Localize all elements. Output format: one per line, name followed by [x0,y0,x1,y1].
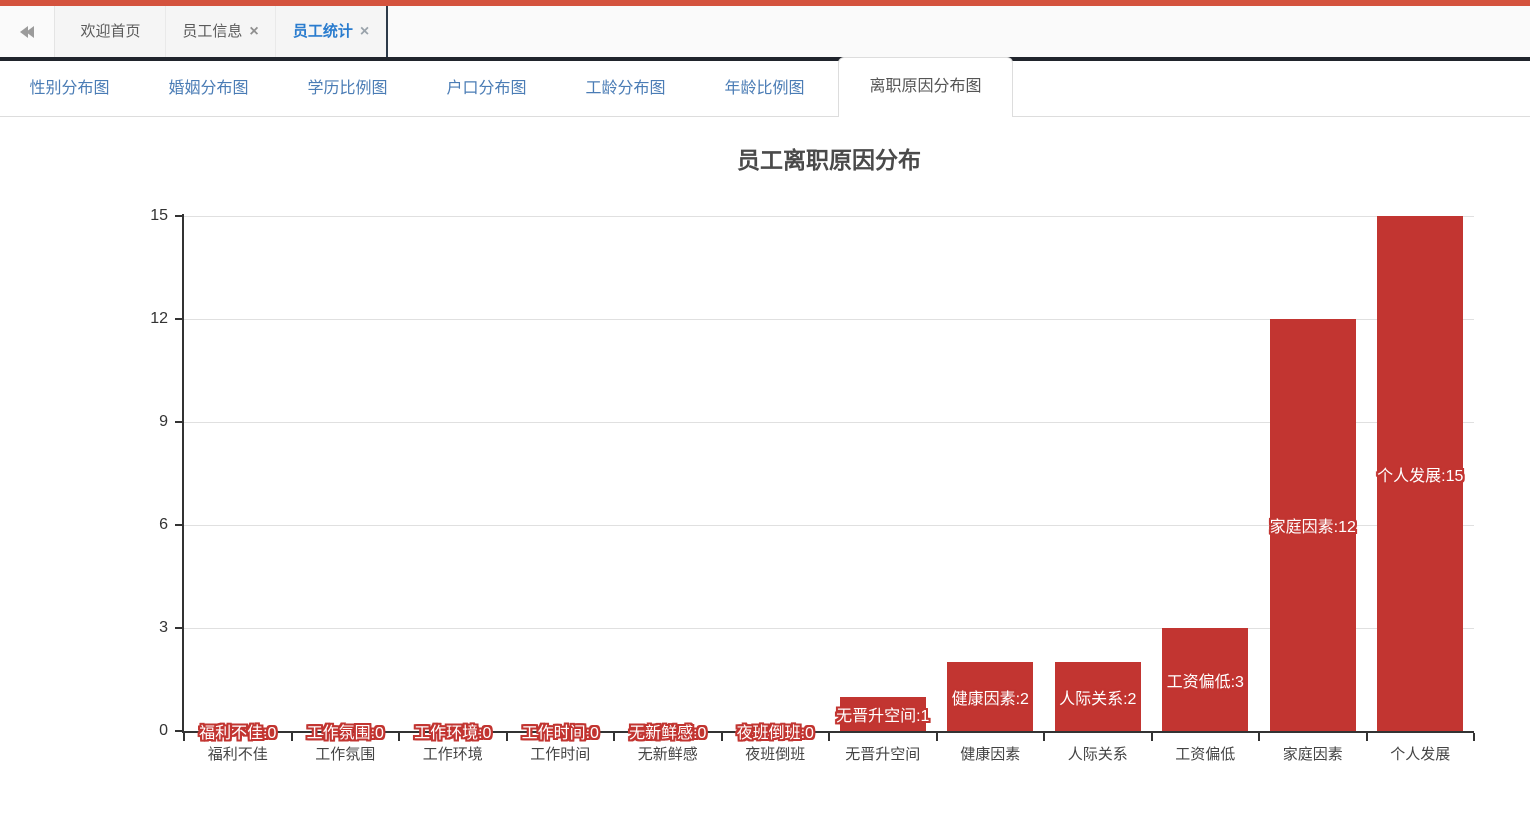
window-tab-1[interactable]: 欢迎首页 [56,6,166,57]
close-icon[interactable]: × [359,23,370,40]
x-category-label: 人际关系 [1067,746,1128,763]
bar-value-label: 个人发展:15 [1377,467,1464,485]
bar-value-label: 家庭因素:12 [1269,519,1356,536]
gridline [184,319,1474,320]
x-axis-tick [720,733,723,741]
y-axis-tick [175,421,184,423]
header-divider-line [0,57,1530,61]
x-category-label: 家庭因素 [1282,746,1343,763]
bar-value-label: 健康因素:2 [951,690,1029,708]
bar[interactable] [1269,319,1356,731]
x-axis-tick [828,733,830,741]
x-category-label: 无晋升空间 [845,746,921,763]
window-tab-3[interactable]: 员工统计 × [276,6,386,57]
bar-value-label: 人际关系:2 [1059,690,1137,708]
y-axis-tick [175,524,184,526]
close-icon[interactable]: × [249,23,259,40]
top-accent-bar [0,0,1530,6]
bar-value-label: 工作环境:0 [414,725,492,742]
y-axis-tick [175,730,184,732]
chart-tab[interactable]: 工龄分布图 [585,80,666,97]
bar-value-label: 福利不佳:0 [199,725,277,742]
x-axis-tick [1258,733,1260,741]
bar-value-label: 夜班倒班:0 [736,725,814,742]
x-axis-tick [1150,733,1153,741]
x-axis-tick [1473,733,1475,741]
x-axis-tick [1043,733,1045,741]
y-axis-tick [175,627,184,629]
x-category-label: 夜班倒班 [745,746,806,763]
chart-tab[interactable]: 离职原因分布图 [838,57,1013,117]
x-category-label: 工作氛围 [315,746,376,763]
bar-value-label: 无晋升空间:1 [836,707,930,725]
tab-strip-divider [386,6,388,57]
chart-title: 员工离职原因分布 [737,147,921,173]
x-axis-tick [613,733,615,741]
x-axis-tick [183,733,185,741]
x-category-label: 健康因素 [960,746,1021,763]
gridline [184,628,1474,629]
y-axis-tick [175,215,184,217]
bar-value-label: 工作氛围:0 [306,725,384,742]
window-tab-label: 欢迎首页 [80,23,141,40]
bar[interactable] [1162,628,1249,731]
y-axis-label: 3 [159,619,168,636]
window-tab-2[interactable]: 员工信息 × [166,6,276,57]
collapse-tabs-button[interactable] [0,6,55,57]
window-tab-bar: 欢迎首页 员工信息 × 员工统计 × [0,6,1530,57]
x-category-label: 工作时间 [530,746,591,763]
x-category-label: 工资偏低 [1175,746,1236,763]
bar[interactable] [947,662,1034,731]
y-axis-label: 15 [150,207,168,224]
x-axis-tick [935,733,938,741]
x-category-label: 福利不佳 [207,746,268,763]
y-axis-label: 12 [150,310,168,327]
tab-strip-empty-area [388,6,1530,57]
chart-tab[interactable]: 婚姻分布图 [168,80,249,97]
x-axis-tick [505,733,508,741]
window-tab-label: 员工统计 [292,23,353,40]
x-axis-tick [1365,733,1368,741]
x-category-label: 无新鲜感 [637,746,698,763]
x-axis-tick [290,733,293,741]
y-axis-label: 0 [159,722,168,739]
gridline [184,422,1474,423]
x-axis-line [182,731,1474,733]
chart-tab[interactable]: 性别分布图 [29,80,110,97]
y-axis-label: 9 [159,413,168,430]
bar-value-label: 工作时间:0 [521,725,599,742]
chart-tab[interactable]: 学历比例图 [307,80,388,97]
bar[interactable] [1054,662,1141,731]
x-category-label: 工作环境 [422,746,483,763]
bar-value-label: 工资偏低:3 [1166,673,1244,691]
window-tab-label: 员工信息 [182,23,243,40]
y-axis-line [182,214,184,733]
bar-value-label: 无新鲜感:0 [629,725,707,742]
gridline [184,216,1474,217]
bar[interactable] [1377,216,1464,731]
chart-tab-bar: 性别分布图 婚姻分布图 学历比例图 户口分布图 工龄分布图 年龄比例图 离职原因分布图 [0,57,1530,117]
y-axis-label: 6 [159,516,168,533]
x-axis-tick [398,733,400,741]
chart-tab[interactable]: 户口分布图 [446,80,527,97]
window-tabs: 欢迎首页 员工信息 × 员工统计 × [56,6,386,57]
chart-tab[interactable]: 年龄比例图 [724,80,805,97]
gridline [184,525,1474,526]
y-axis-tick [175,318,184,320]
bar[interactable] [839,696,926,731]
double-left-chevron-icon [20,25,34,38]
x-category-label: 个人发展 [1390,746,1451,763]
